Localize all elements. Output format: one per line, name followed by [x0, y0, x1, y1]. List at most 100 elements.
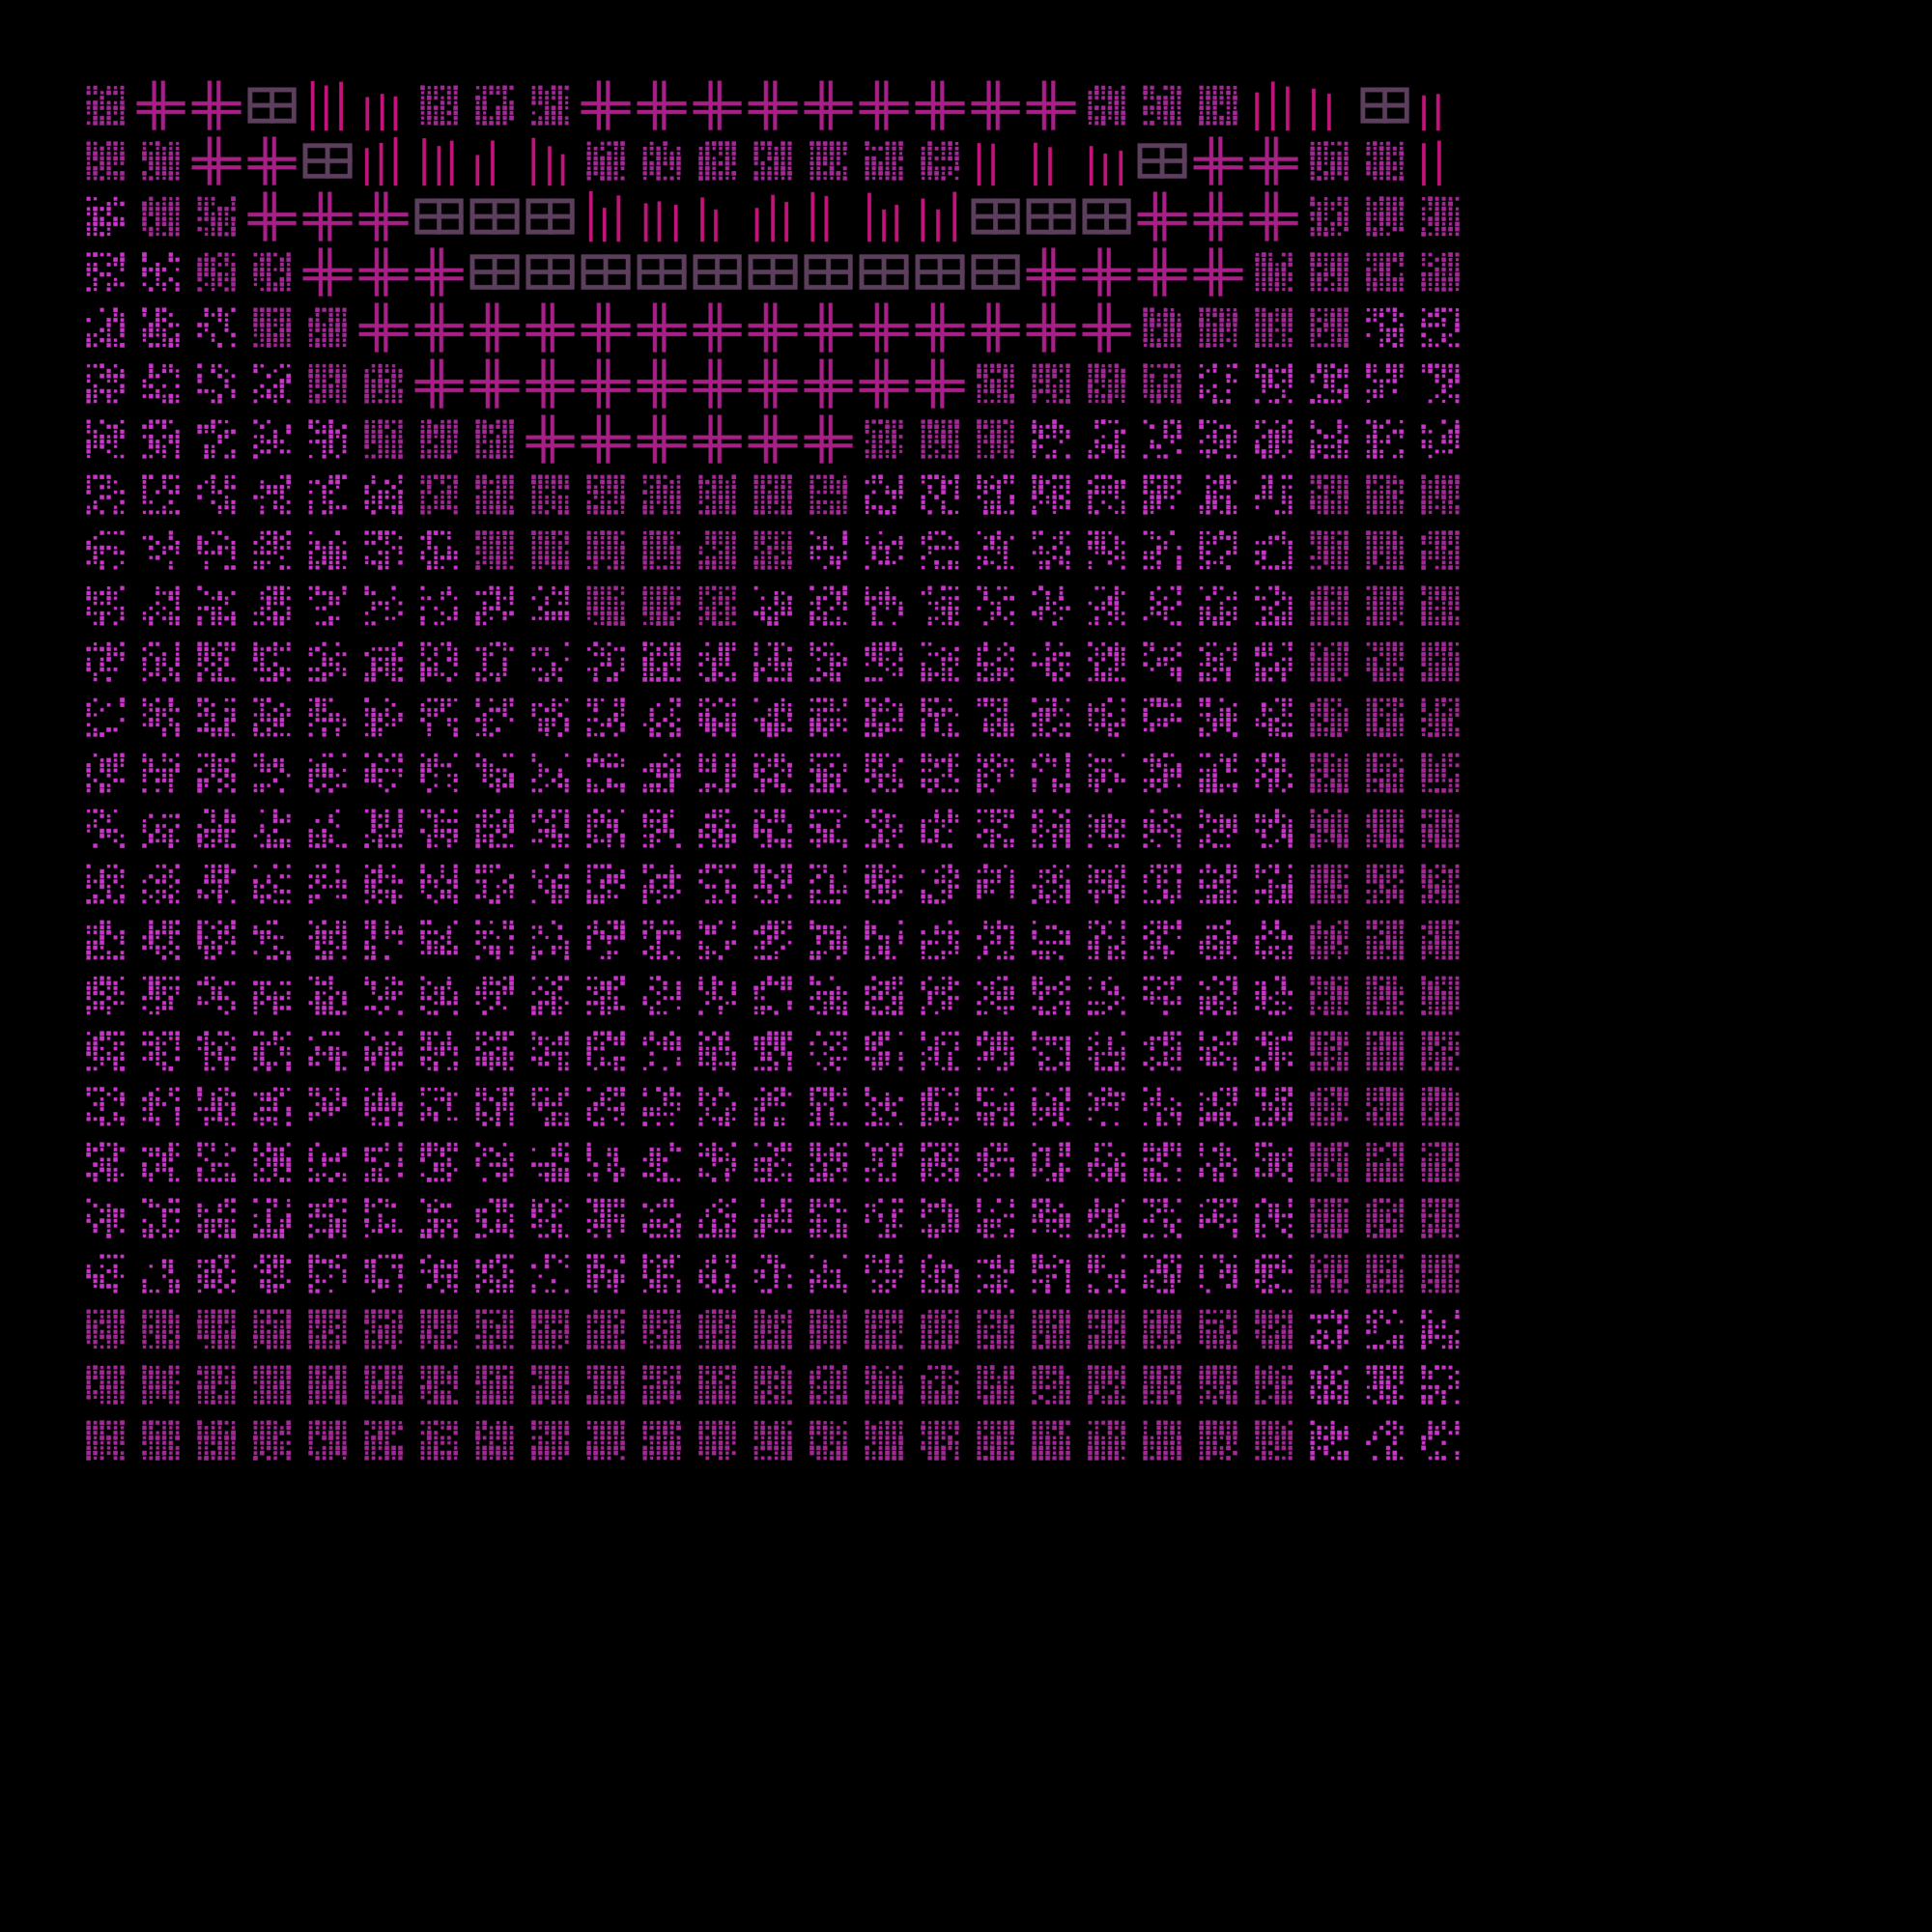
matrix-cell-dither-medium[interactable]	[132, 634, 189, 690]
matrix-cell-dither-medium[interactable]	[856, 1023, 912, 1079]
matrix-cell-dither-dense[interactable]	[1301, 912, 1357, 968]
matrix-cell-cross[interactable]	[1245, 188, 1302, 244]
matrix-cell-dither-dense[interactable]	[1301, 634, 1357, 690]
matrix-cell-dither-medium[interactable]	[1023, 967, 1079, 1024]
matrix-cell-dither-dense[interactable]	[1412, 1023, 1468, 1079]
matrix-cell-dither-medium[interactable]	[1356, 355, 1413, 412]
matrix-cell-dither-medium[interactable]	[856, 1078, 912, 1135]
matrix-cell-dither-dense[interactable]	[800, 132, 857, 189]
matrix-cell-cross[interactable]	[634, 355, 690, 412]
matrix-cell-dither-medium[interactable]	[1134, 634, 1190, 690]
matrix-cell-dither-medium[interactable]	[1134, 1023, 1190, 1079]
matrix-cell-dither-medium[interactable]	[800, 1023, 857, 1079]
matrix-cell-dither-medium[interactable]	[745, 745, 801, 801]
matrix-cell-dither-medium[interactable]	[1190, 355, 1246, 412]
matrix-cell-dither-dense[interactable]	[1356, 1245, 1413, 1302]
matrix-cell-dither-medium[interactable]	[912, 689, 968, 746]
matrix-cell-dither-dense[interactable]	[1078, 355, 1135, 412]
matrix-cell-cross[interactable]	[689, 299, 746, 355]
matrix-cell-box[interactable]	[467, 188, 523, 244]
matrix-cell-dither-medium[interactable]	[1245, 355, 1302, 412]
matrix-cell-cross[interactable]	[522, 355, 579, 412]
matrix-cell-dither-medium[interactable]	[1190, 1078, 1246, 1135]
matrix-cell-dither-dense[interactable]	[634, 578, 690, 634]
matrix-cell-dither-medium[interactable]	[1412, 355, 1468, 412]
matrix-cell-dither-medium[interactable]	[243, 467, 300, 523]
matrix-cell-bars[interactable]	[856, 188, 912, 244]
matrix-cell-dither-medium[interactable]	[745, 856, 801, 912]
matrix-cell-dither-dense[interactable]	[1356, 856, 1413, 912]
matrix-cell-dither-dense[interactable]	[243, 1412, 300, 1468]
matrix-cell-bars[interactable]	[912, 188, 968, 244]
matrix-cell-dither-dense[interactable]	[1412, 1078, 1468, 1135]
matrix-cell-dither-medium[interactable]	[856, 522, 912, 579]
matrix-cell-dither-medium[interactable]	[411, 578, 468, 634]
matrix-cell-dither-medium[interactable]	[1356, 1301, 1413, 1357]
matrix-cell-dither-dense[interactable]	[689, 578, 746, 634]
matrix-cell-dither-medium[interactable]	[1078, 912, 1135, 968]
matrix-cell-cross[interactable]	[856, 355, 912, 412]
matrix-cell-dither-medium[interactable]	[243, 689, 300, 746]
matrix-cell-dither-medium[interactable]	[800, 689, 857, 746]
matrix-cell-dither-medium[interactable]	[467, 967, 523, 1024]
matrix-cell-cross[interactable]	[1134, 243, 1190, 300]
matrix-cell-dither-dense[interactable]	[243, 299, 300, 355]
matrix-cell-dither-medium[interactable]	[188, 856, 244, 912]
matrix-cell-dither-medium[interactable]	[77, 411, 133, 468]
matrix-cell-dither-dense[interactable]	[967, 1412, 1024, 1468]
matrix-cell-dither-medium[interactable]	[1245, 578, 1302, 634]
matrix-cell-dither-dense[interactable]	[522, 522, 579, 579]
matrix-cell-dither-medium[interactable]	[77, 578, 133, 634]
matrix-cell-dither-medium[interactable]	[1078, 634, 1135, 690]
matrix-cell-dither-dense[interactable]	[745, 1356, 801, 1413]
matrix-cell-dither-medium[interactable]	[856, 578, 912, 634]
matrix-cell-dither-medium[interactable]	[411, 745, 468, 801]
matrix-cell-dither-medium[interactable]	[1134, 800, 1190, 857]
matrix-cell-dither-medium[interactable]	[689, 634, 746, 690]
matrix-cell-dither-medium[interactable]	[1023, 467, 1079, 523]
matrix-cell-dither-dense[interactable]	[1190, 77, 1246, 133]
matrix-cell-dither-dense[interactable]	[467, 1301, 523, 1357]
matrix-cell-dither-medium[interactable]	[689, 1023, 746, 1079]
matrix-cell-dither-dense[interactable]	[1356, 689, 1413, 746]
matrix-cell-dither-dense[interactable]	[856, 411, 912, 468]
matrix-cell-dither-medium[interactable]	[1134, 745, 1190, 801]
matrix-cell-bars[interactable]	[634, 188, 690, 244]
matrix-cell-dither-dense[interactable]	[1356, 1078, 1413, 1135]
matrix-cell-dither-medium[interactable]	[188, 578, 244, 634]
matrix-cell-dither-dense[interactable]	[1245, 1412, 1302, 1468]
matrix-cell-cross[interactable]	[745, 411, 801, 468]
matrix-cell-dither-medium[interactable]	[1023, 856, 1079, 912]
matrix-cell-dither-medium[interactable]	[1023, 1134, 1079, 1190]
matrix-cell-dither-medium[interactable]	[634, 967, 690, 1024]
matrix-cell-cross[interactable]	[745, 299, 801, 355]
matrix-cell-cross[interactable]	[912, 299, 968, 355]
matrix-cell-dither-dense[interactable]	[745, 467, 801, 523]
matrix-cell-dither-dense[interactable]	[467, 1356, 523, 1413]
matrix-cell-cross[interactable]	[188, 77, 244, 133]
matrix-cell-dither-medium[interactable]	[299, 634, 355, 690]
matrix-cell-dither-medium[interactable]	[77, 745, 133, 801]
matrix-cell-dither-medium[interactable]	[77, 355, 133, 412]
matrix-cell-box[interactable]	[299, 132, 355, 189]
matrix-cell-dither-dense[interactable]	[1301, 689, 1357, 746]
matrix-cell-dither-dense[interactable]	[1301, 467, 1357, 523]
matrix-cell-dither-medium[interactable]	[1023, 634, 1079, 690]
matrix-cell-dither-medium[interactable]	[1023, 522, 1079, 579]
matrix-cell-dither-dense[interactable]	[1412, 856, 1468, 912]
matrix-cell-dither-dense[interactable]	[188, 1356, 244, 1413]
matrix-cell-dither-dense[interactable]	[1301, 856, 1357, 912]
matrix-cell-dither-medium[interactable]	[1356, 411, 1413, 468]
matrix-cell-dither-dense[interactable]	[77, 1412, 133, 1468]
matrix-cell-dither-medium[interactable]	[1245, 912, 1302, 968]
matrix-cell-dither-medium[interactable]	[522, 912, 579, 968]
matrix-cell-dither-medium[interactable]	[299, 1190, 355, 1246]
matrix-cell-dither-dense[interactable]	[299, 299, 355, 355]
matrix-cell-dither-medium[interactable]	[745, 1078, 801, 1135]
matrix-cell-dither-medium[interactable]	[967, 522, 1024, 579]
matrix-cell-dither-dense[interactable]	[77, 1356, 133, 1413]
matrix-cell-dither-medium[interactable]	[634, 1078, 690, 1135]
matrix-cell-dither-medium[interactable]	[912, 522, 968, 579]
matrix-cell-cross[interactable]	[912, 77, 968, 133]
matrix-cell-dither-medium[interactable]	[132, 1190, 189, 1246]
